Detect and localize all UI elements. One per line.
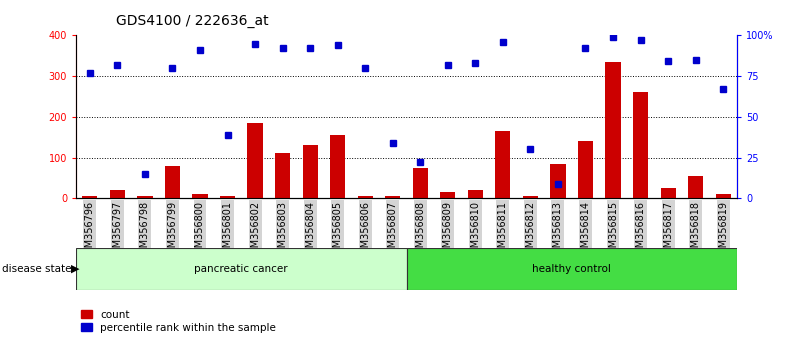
Bar: [330, 135, 345, 198]
Text: disease state: disease state: [2, 264, 72, 274]
Bar: [76, 248, 407, 290]
Bar: [550, 164, 566, 198]
Bar: [385, 196, 400, 198]
Text: healthy control: healthy control: [533, 264, 611, 274]
Bar: [468, 190, 483, 198]
Bar: [83, 196, 98, 198]
Bar: [192, 194, 207, 198]
Bar: [633, 92, 648, 198]
Bar: [495, 131, 510, 198]
Text: ▶: ▶: [70, 264, 79, 274]
Bar: [606, 62, 621, 198]
Text: GDS4100 / 222636_at: GDS4100 / 222636_at: [116, 14, 269, 28]
Bar: [715, 194, 731, 198]
Bar: [248, 123, 263, 198]
Bar: [220, 196, 235, 198]
Bar: [137, 196, 152, 198]
Bar: [688, 176, 703, 198]
Bar: [406, 248, 737, 290]
Bar: [413, 168, 428, 198]
Bar: [303, 145, 318, 198]
Bar: [523, 196, 538, 198]
Bar: [275, 154, 290, 198]
Bar: [165, 166, 180, 198]
Legend: count, percentile rank within the sample: count, percentile rank within the sample: [82, 310, 276, 333]
Bar: [110, 190, 125, 198]
Bar: [661, 188, 676, 198]
Bar: [578, 141, 593, 198]
Text: pancreatic cancer: pancreatic cancer: [195, 264, 288, 274]
Bar: [357, 196, 372, 198]
Bar: [441, 192, 456, 198]
